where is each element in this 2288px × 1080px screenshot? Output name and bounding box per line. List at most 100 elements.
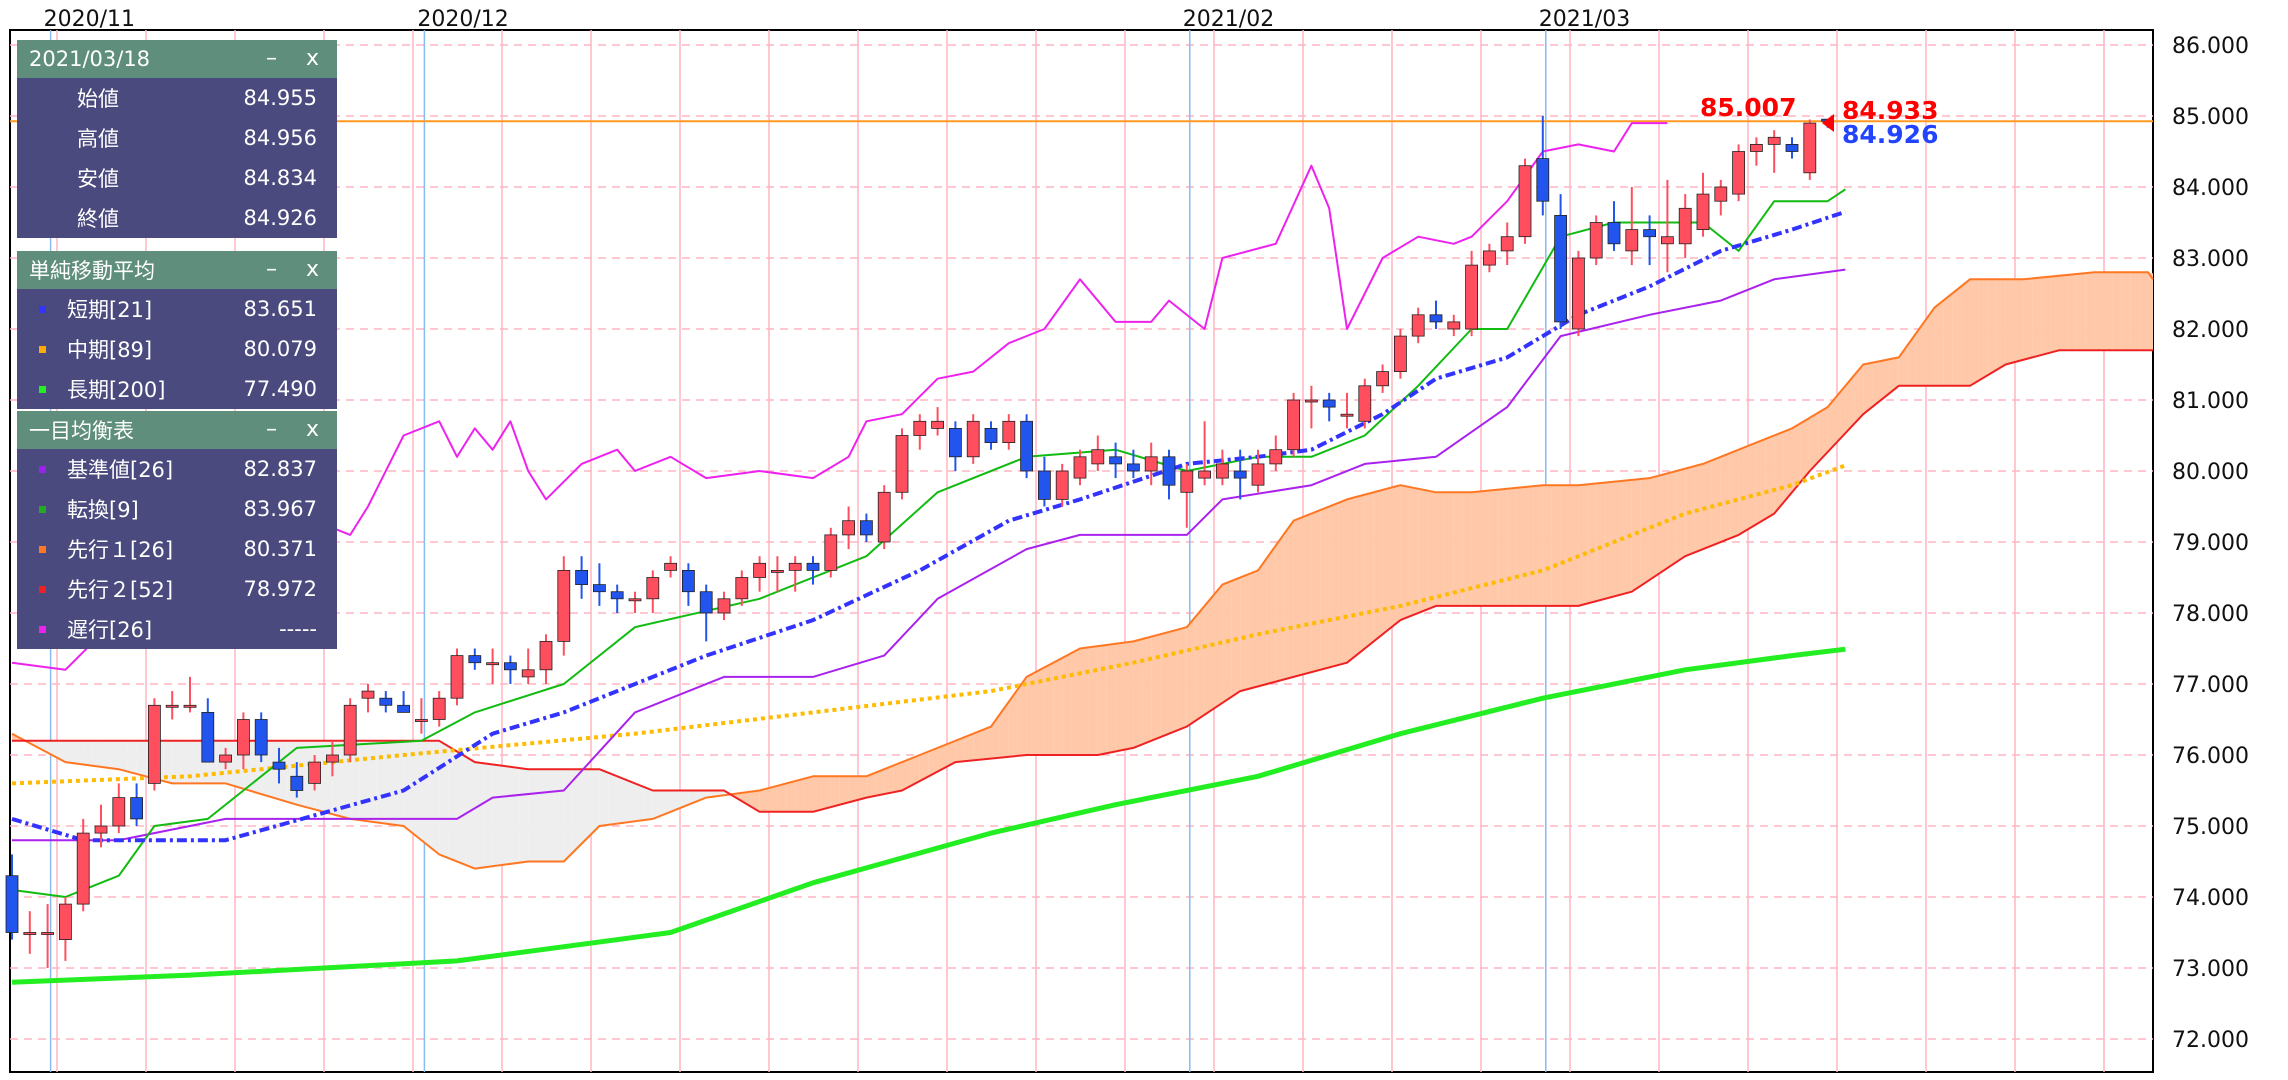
high-price-label: 85.007 [1700, 93, 1796, 122]
row-label: 先行２[52] [67, 578, 174, 602]
candle-body [984, 427, 998, 443]
candle-body [1589, 222, 1603, 259]
close-button[interactable]: x [305, 417, 319, 442]
candle-body [1216, 463, 1229, 479]
candle-body [1251, 463, 1265, 486]
cloud-segment [1471, 491, 1481, 606]
cloud-segment [1596, 482, 1606, 602]
cloud-segment [1231, 577, 1241, 698]
x-tick-label: 2021/03 [1539, 7, 1630, 32]
cloud-segment [1907, 332, 1917, 386]
close-button[interactable]: x [305, 257, 319, 282]
cloud-segment [599, 769, 609, 826]
cloud-segment [768, 785, 778, 812]
cloud-segment [813, 776, 822, 812]
cloud-segment [626, 779, 635, 823]
cloud-segment [1035, 667, 1045, 755]
minimize-button[interactable]: – [266, 46, 277, 71]
cloud-segment [1115, 642, 1125, 752]
candle-body [1322, 399, 1336, 408]
legend-swatch [39, 306, 46, 313]
candle-body [753, 562, 766, 578]
cloud-segment [1978, 279, 1988, 381]
candle-body [1447, 321, 1461, 330]
cloud-segment [1311, 510, 1321, 673]
cloud-segment [1783, 428, 1792, 503]
candle-body [610, 591, 624, 600]
row-value: ----- [279, 617, 317, 641]
cloud-segment [1347, 497, 1356, 663]
cloud-segment [83, 740, 93, 766]
ask-price-label: 84.933 [1842, 96, 1938, 125]
cloud-segment [483, 763, 493, 868]
cloud-segment [2103, 272, 2113, 351]
cloud-segment [2059, 274, 2068, 351]
cloud-segment [225, 740, 235, 787]
cloud-segment [1827, 396, 1837, 453]
y-tick-label: 86.000 [2172, 34, 2249, 59]
candle-body [414, 719, 428, 722]
cloud-segment [1044, 662, 1054, 755]
y-tick-label: 74.000 [2172, 886, 2249, 911]
cloud-segment [1053, 657, 1063, 755]
cloud-segment [528, 769, 538, 862]
cloud-segment [1080, 647, 1089, 755]
y-tick-label: 72.000 [2172, 1028, 2249, 1053]
row-label: 先行１[26] [67, 538, 174, 562]
minimize-button[interactable]: – [266, 257, 277, 282]
cloud-segment [1142, 636, 1152, 745]
cloud-segment [2005, 279, 2015, 365]
minimize-button[interactable]: – [266, 417, 277, 442]
cloud-segment [510, 766, 520, 864]
price-labels: 85.007 84.933 84.926 [1700, 93, 1938, 149]
cloud-segment [2041, 276, 2051, 356]
cloud-segment [1756, 439, 1766, 525]
candle-body [913, 420, 927, 436]
cloud-segment [572, 769, 582, 853]
y-tick-label: 81.000 [2172, 389, 2249, 414]
cloud-segment [643, 786, 653, 821]
cloud-segment [875, 769, 885, 796]
cloud-segment [190, 740, 199, 784]
cloud-segment [56, 740, 66, 763]
sma-row-mid: 中期[89] 80.079 [17, 329, 337, 369]
candle-body [486, 662, 500, 666]
cloud-segment [1925, 307, 1935, 386]
row-value: 84.956 [243, 126, 317, 150]
cloud-segment [1391, 485, 1401, 628]
cloud-segment [92, 740, 101, 767]
cloud-segment [1240, 573, 1250, 692]
cloud-segment [884, 765, 894, 795]
candle-body [895, 435, 909, 493]
row-label: 遅行[26] [67, 618, 153, 642]
cloud-segment [1631, 478, 1641, 592]
cloud-segment [1996, 279, 2006, 370]
cloud-segment [679, 790, 689, 809]
sma-row-long: 長期[200] 77.490 [17, 369, 337, 409]
close-button[interactable]: x [305, 46, 319, 71]
cloud-segment [1952, 286, 1962, 386]
cloud-segment [2112, 272, 2122, 351]
sma-row-short: 短期[21] 83.651 [17, 289, 337, 329]
ichimoku-row-chikou: 遅行[26] ----- [17, 609, 337, 649]
plot-frame [9, 29, 2154, 1073]
x-tick-label: 2020/11 [44, 7, 135, 32]
cloud-segment [1186, 616, 1196, 727]
cloud-segment [38, 740, 48, 753]
cloud-segment [1507, 487, 1517, 606]
cloud-segment [101, 740, 110, 769]
candle-body [1661, 236, 1674, 245]
cloud-segment [1249, 570, 1258, 689]
y-tick-label: 80.000 [2172, 460, 2249, 485]
cloud-segment [1444, 492, 1454, 606]
cloud-segment [652, 790, 662, 819]
candle-body [165, 704, 179, 708]
price-axis: 72.000 73.000 74.000 75.000 76.000 77.000 78.0… [2172, 34, 2249, 1053]
cloud-segment [750, 790, 760, 812]
candle-body [966, 420, 980, 458]
cloud-segment [448, 746, 457, 862]
cloud-segment [421, 740, 431, 848]
cloud-segment [1578, 484, 1588, 606]
cloud-segment [465, 756, 475, 869]
cloud-segment [385, 740, 395, 825]
